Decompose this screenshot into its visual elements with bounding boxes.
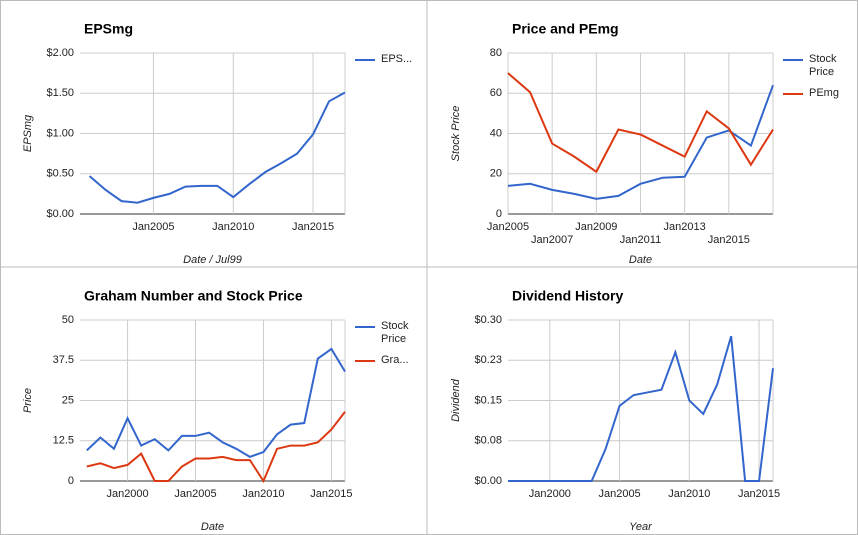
chart-title: Graham Number and Stock Price — [84, 288, 303, 304]
y-tick-label: $0.08 — [474, 435, 502, 447]
x-tick-label: Jan2015 — [292, 221, 334, 233]
x-tick-label: Jan2000 — [106, 488, 148, 500]
legend-label: Stock Price — [381, 320, 409, 345]
x-tick-label: Jan2015 — [738, 488, 780, 500]
x-tick-label: Jan2009 — [575, 221, 617, 233]
legend-label: Stock Price — [809, 53, 837, 78]
legend-label: PEmg — [809, 87, 839, 99]
y-tick-label: $0.15 — [474, 394, 502, 406]
legend-label: EPS... — [381, 53, 413, 65]
legend-item: Stock Price — [809, 53, 837, 78]
series-line — [507, 72, 774, 174]
x-axis-title: Date — [201, 521, 224, 533]
x-tick-label: Jan2000 — [529, 488, 571, 500]
y-tick-label: $0.30 — [474, 314, 502, 326]
x-axis-title: Date / Jul99 — [183, 254, 242, 266]
y-tick-label: $0.00 — [474, 475, 502, 487]
y-tick-label: $1.00 — [46, 127, 74, 139]
x-tick-label: Jan2011 — [620, 234, 661, 246]
y-tick-label: $0.50 — [46, 168, 74, 180]
y-tick-label: $1.50 — [46, 87, 74, 99]
x-tick-label: Jan2005 — [132, 221, 174, 233]
legend-item: Stock Price — [381, 320, 409, 345]
y-tick-label: 40 — [490, 127, 502, 139]
y-tick-label: 12.5 — [53, 435, 74, 447]
x-tick-label: Jan2005 — [598, 488, 640, 500]
chart-title: Dividend History — [512, 288, 623, 304]
chart-title: Price and PEmg — [512, 21, 619, 37]
y-tick-label: 60 — [490, 87, 502, 99]
x-tick-label: Jan2005 — [174, 488, 216, 500]
legend-item: PEmg — [809, 87, 839, 99]
chart-panel: Dividend History Dividend Year $0.00 $0.08 $0… — [450, 288, 780, 533]
x-tick-label: Jan2015 — [708, 234, 750, 246]
y-axis-title: Dividend — [450, 378, 462, 422]
x-axis-title: Date — [629, 254, 652, 266]
x-axis-title: Year — [629, 521, 653, 533]
x-tick-label: Jan2015 — [310, 488, 352, 500]
series-line — [86, 347, 346, 458]
y-tick-label: $2.00 — [46, 47, 74, 59]
series-line — [86, 411, 346, 484]
chart-title: EPSmg — [84, 21, 133, 37]
chart-panel: EPSmg EPSmg Date / Jul99 $0.00 $0.50 $1.00 $1.… — [22, 21, 413, 266]
y-tick-label: 0 — [496, 208, 502, 220]
y-tick-label: 50 — [62, 314, 74, 326]
series-line — [507, 84, 774, 200]
legend-item: Gra... — [381, 354, 409, 366]
y-tick-label: $0.23 — [474, 354, 502, 366]
series-line — [508, 335, 774, 482]
y-tick-label: 20 — [490, 168, 502, 180]
x-tick-label: Jan2005 — [487, 221, 529, 233]
x-tick-label: Jan2007 — [531, 234, 573, 246]
y-axis-title: Stock Price — [450, 106, 462, 162]
y-tick-label: 37.5 — [53, 354, 74, 366]
y-axis-title: EPSmg — [22, 114, 34, 152]
series-line — [88, 91, 346, 204]
x-tick-label: Jan2010 — [668, 488, 710, 500]
legend-item: EPS... — [381, 53, 413, 65]
chart-panel: Price and PEmg Stock Price Date 0 20 40 60 80 Ja… — [450, 21, 839, 266]
y-tick-label: 25 — [62, 394, 74, 406]
x-tick-label: Jan2013 — [664, 221, 706, 233]
x-tick-label: Jan2010 — [212, 221, 254, 233]
legend-label: Gra... — [381, 354, 409, 366]
y-axis-title: Price — [22, 388, 34, 413]
y-tick-label: $0.00 — [46, 208, 74, 220]
chart-panel: Graham Number and Stock Price Price Date 0 1… — [22, 288, 409, 533]
x-tick-label: Jan2010 — [242, 488, 284, 500]
y-tick-label: 80 — [490, 47, 502, 59]
y-tick-label: 0 — [68, 475, 74, 487]
